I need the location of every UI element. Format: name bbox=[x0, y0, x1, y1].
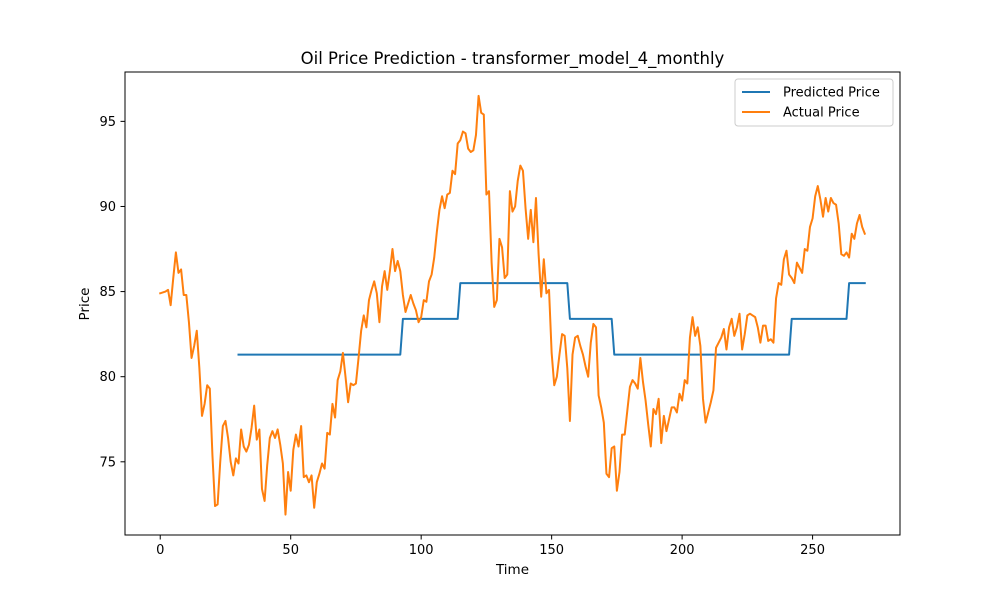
legend-label: Predicted Price bbox=[783, 86, 880, 101]
x-tick-label: 150 bbox=[539, 543, 564, 558]
x-axis-label: Time bbox=[495, 562, 529, 578]
y-tick-label: 75 bbox=[99, 455, 116, 470]
y-tick-label: 85 bbox=[99, 285, 116, 300]
y-tick-label: 80 bbox=[99, 370, 116, 385]
axes: 0 50 100 150 200 250 75 80 85 90 95 bbox=[99, 71, 901, 558]
x-tick-label: 50 bbox=[282, 543, 299, 558]
y-tick-label: 95 bbox=[99, 115, 116, 130]
plot-frame bbox=[124, 71, 901, 536]
series-line-predicted-price bbox=[237, 282, 866, 356]
series-line-actual-price bbox=[158, 94, 867, 516]
x-tick-label: 200 bbox=[670, 543, 695, 558]
x-tick-label: 100 bbox=[409, 543, 434, 558]
y-tick-label: 90 bbox=[99, 200, 116, 215]
chart-title: Oil Price Prediction - transformer_model… bbox=[301, 49, 725, 69]
x-tick-label: 0 bbox=[156, 543, 164, 558]
plot-area bbox=[158, 94, 867, 516]
legend: Predicted Price Actual Price bbox=[734, 78, 894, 127]
legend-box bbox=[734, 78, 894, 127]
x-tick-label: 250 bbox=[800, 543, 825, 558]
legend-label: Actual Price bbox=[783, 106, 860, 121]
y-axis-label: Price bbox=[77, 288, 93, 321]
y-axis: 75 80 85 90 95 bbox=[99, 115, 125, 470]
x-axis: 0 50 100 150 200 250 bbox=[156, 535, 825, 558]
